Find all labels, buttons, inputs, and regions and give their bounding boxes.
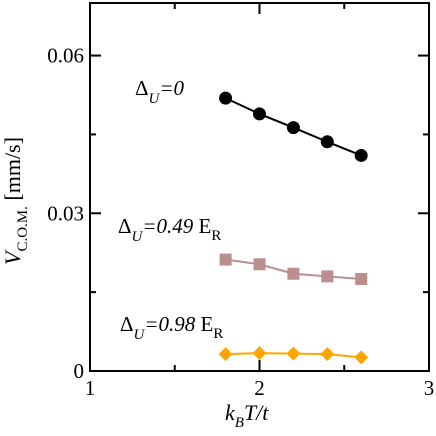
y-tick-label: 0.06 [47,44,84,68]
annotation-series-2: ΔU=0.49 ER [118,214,221,245]
y-tick-label: 0.03 [47,201,84,225]
y-tick-label: 0 [74,359,85,383]
annotation-series-1: ΔU=0 [135,76,185,107]
series-3-point [252,346,267,361]
x-axis-title: kBT/t [225,400,269,431]
series-1-point [354,148,368,162]
series-1-point [320,135,334,149]
series-2-point [253,258,266,271]
series-2-point [287,267,300,280]
x-tick-label: 3 [424,376,435,400]
series-3-point [320,347,335,362]
series-3-point [354,350,369,365]
x-tick-label: 1 [85,376,96,400]
y-axis-title-group: VC.O.M. [mm/s] [0,137,31,265]
series-2-point [355,273,368,285]
x-tick-label: 2 [254,376,265,400]
series-2-point [219,253,232,266]
plot-frame [89,2,430,372]
series-1-point [286,121,300,135]
y-axis-title: VC.O.M. [mm/s] [0,137,31,265]
annotation-series-3: ΔU=0.98 ER [120,312,223,343]
series-3-point [218,347,233,362]
series-3-point [286,346,301,361]
series-2-point [321,270,334,283]
series-1-point [253,107,266,121]
series-1-point [219,91,233,105]
